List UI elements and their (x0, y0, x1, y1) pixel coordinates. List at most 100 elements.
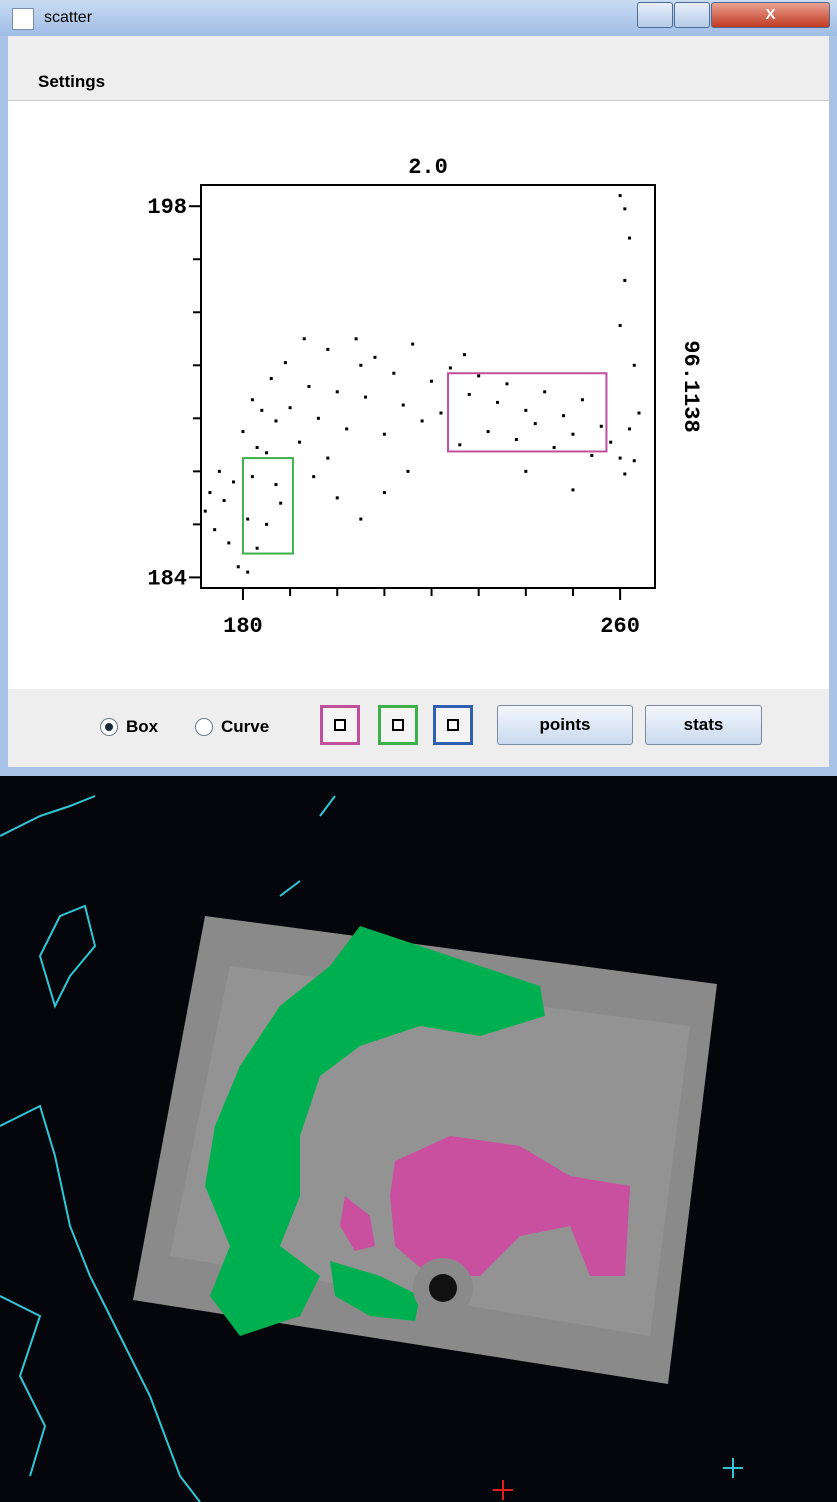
point (571, 433, 574, 436)
point (326, 457, 329, 460)
point (213, 528, 216, 531)
radio-label[interactable]: Curve (221, 717, 269, 737)
point (571, 488, 574, 491)
title-bar: scatter X (0, 0, 837, 36)
point (411, 343, 414, 346)
selection-box (448, 373, 606, 451)
point (628, 427, 631, 430)
point (463, 353, 466, 356)
point (307, 385, 310, 388)
radio-button[interactable] (100, 718, 118, 736)
point (619, 194, 622, 197)
point (355, 337, 358, 340)
point (600, 425, 603, 428)
point (251, 475, 254, 478)
maximize-button[interactable] (674, 2, 710, 28)
satellite-image (0, 776, 837, 1502)
point (326, 348, 329, 351)
minimize-button[interactable] (637, 2, 673, 28)
point (505, 382, 508, 385)
point (534, 422, 537, 425)
x-tick-label: 260 (600, 614, 640, 639)
point (383, 433, 386, 436)
color-box-button[interactable] (433, 705, 473, 745)
point (543, 390, 546, 393)
point (392, 372, 395, 375)
point (317, 417, 320, 420)
point (468, 393, 471, 396)
point (524, 409, 527, 412)
point (251, 398, 254, 401)
point (449, 366, 452, 369)
point (581, 398, 584, 401)
color-box-button[interactable] (378, 705, 418, 745)
point (590, 454, 593, 457)
point (274, 483, 277, 486)
selection-box (243, 458, 293, 553)
point (553, 446, 556, 449)
menu-item[interactable]: Settings (38, 72, 105, 92)
point (303, 337, 306, 340)
point (227, 541, 230, 544)
point (208, 491, 211, 494)
point (458, 443, 461, 446)
point (359, 364, 362, 367)
radio-button[interactable] (195, 718, 213, 736)
point (223, 499, 226, 502)
menu-bar: Settings (8, 36, 829, 101)
point (232, 480, 235, 483)
push-button[interactable]: stats (645, 705, 762, 745)
plot-frame (201, 185, 655, 588)
button-icon (334, 719, 346, 731)
point (279, 502, 282, 505)
point (633, 364, 636, 367)
point (623, 279, 626, 282)
point (204, 510, 207, 513)
x-tick-label: 180 (223, 614, 263, 639)
point (402, 404, 405, 407)
point (270, 377, 273, 380)
screen: scatter X Settings 2.096.113819818418026… (0, 0, 837, 1502)
point (237, 565, 240, 568)
point (439, 412, 442, 415)
point (336, 390, 339, 393)
button-icon (447, 719, 459, 731)
point (515, 438, 518, 441)
close-button[interactable]: X (711, 2, 830, 28)
push-button[interactable]: points (497, 705, 633, 745)
point (218, 470, 221, 473)
radio-label[interactable]: Box (126, 717, 158, 737)
button-icon (392, 719, 404, 731)
point (256, 446, 259, 449)
y-tick-label: 184 (147, 566, 187, 591)
color-box-button[interactable] (320, 705, 360, 745)
point (256, 547, 259, 550)
point (246, 571, 249, 574)
point (246, 518, 249, 521)
point (260, 409, 263, 412)
point (623, 472, 626, 475)
point (430, 380, 433, 383)
point (336, 496, 339, 499)
point (633, 459, 636, 462)
point (241, 430, 244, 433)
point (477, 374, 480, 377)
point (265, 523, 268, 526)
point (421, 419, 424, 422)
chart-title: 2.0 (408, 155, 448, 180)
eye (429, 1274, 457, 1302)
point (312, 475, 315, 478)
y-tick-label: 198 (147, 195, 187, 220)
point (637, 412, 640, 415)
point (289, 406, 292, 409)
point (562, 414, 565, 417)
point (383, 491, 386, 494)
point (619, 324, 622, 327)
point (364, 396, 367, 399)
point (359, 518, 362, 521)
point (265, 451, 268, 454)
point (619, 457, 622, 460)
